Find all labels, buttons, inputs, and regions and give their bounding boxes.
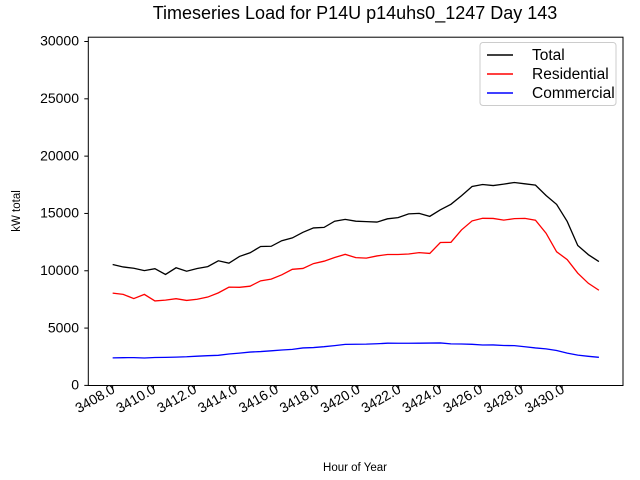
- svg-text:20000: 20000: [40, 147, 79, 163]
- svg-text:kW total: kW total: [11, 190, 23, 232]
- svg-text:5000: 5000: [48, 319, 79, 335]
- svg-text:10000: 10000: [40, 262, 79, 278]
- svg-text:Total: Total: [532, 47, 565, 64]
- svg-text:25000: 25000: [40, 90, 79, 106]
- svg-text:Timeseries Load for P14U p14uh: Timeseries Load for P14U p14uhs0_1247 Da…: [153, 3, 558, 24]
- svg-text:30000: 30000: [40, 33, 79, 49]
- svg-text:Hour of Year: Hour of Year: [323, 462, 387, 474]
- svg-text:0: 0: [71, 377, 79, 393]
- svg-text:Residential: Residential: [532, 66, 609, 83]
- svg-text:Commercial: Commercial: [532, 85, 615, 102]
- svg-text:15000: 15000: [40, 205, 79, 221]
